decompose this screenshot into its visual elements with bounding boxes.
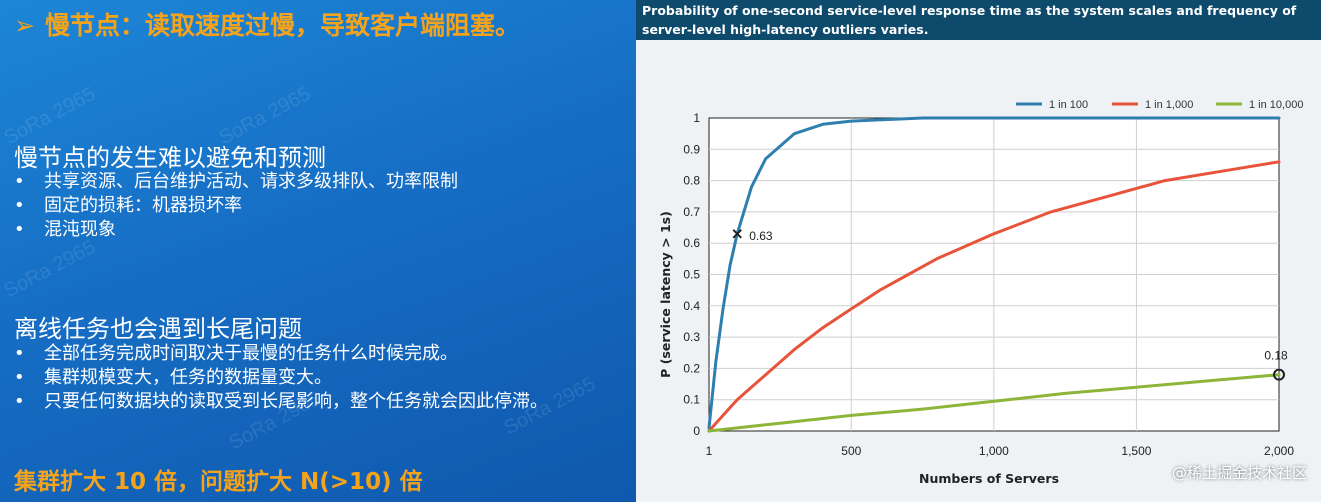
list-item: • 集群规模变大，任务的数据量变大。	[14, 366, 548, 390]
list-item: • 混沌现象	[14, 218, 458, 242]
bullet-icon: •	[14, 171, 25, 192]
bullet-list-straggler: • 共享资源、后台维护活动、请求多级排队、功率限制 • 固定的损耗：机器损坏率 • 混…	[14, 170, 458, 242]
y-axis-label: P (service latency > 1s)	[658, 211, 673, 378]
bullet-icon: •	[14, 343, 25, 364]
line-chart: 0 0.1 0.2 0.3 0.4 0.5 0.6 0.7 0.8 0.9 1 1 500 1,000 1,…	[658, 99, 1303, 486]
x-tick-label: 1,500	[1121, 444, 1151, 458]
x-tick-label: 2,000	[1264, 444, 1294, 458]
series-line	[707, 373, 1281, 433]
list-item-text: 全部任务完成时间取决于最慢的任务什么时候完成。	[44, 343, 458, 364]
legend-label: 1 in 1,000	[1145, 99, 1193, 111]
annotation-label: 0.18	[1264, 349, 1288, 363]
list-item-text: 固定的损耗：机器损坏率	[44, 195, 242, 216]
x-tick-label: 1	[706, 444, 713, 458]
arrow-bullet-icon: ➢	[14, 11, 35, 40]
chart-panel: Probability of one-second service-level …	[636, 0, 1321, 502]
y-tick-label: 0.5	[683, 268, 700, 282]
y-tick-label: 0.3	[683, 330, 700, 344]
legend-label: 1 in 100	[1049, 99, 1088, 111]
list-item-text: 混沌现象	[44, 219, 116, 240]
annotation-marker	[1273, 368, 1285, 381]
list-item: • 只要任何数据块的读取受到长尾影响，整个任务就会因此停滞。	[14, 390, 548, 414]
heading-text: 慢节点：读取速度过慢，导致客户端阻塞。	[44, 11, 520, 40]
section-title-offline: 离线任务也会遇到长尾问题	[14, 315, 302, 343]
series-line	[707, 160, 1281, 433]
y-tick-label: 0.8	[683, 174, 700, 188]
legend-label: 1 in 10,000	[1249, 99, 1303, 111]
x-tick-label: 1,000	[979, 444, 1009, 458]
bullet-list-offline: • 全部任务完成时间取决于最慢的任务什么时候完成。 • 集群规模变大，任务的数据量变…	[14, 342, 548, 414]
bullet-icon: •	[14, 219, 25, 240]
annotation-label: 0.63	[749, 229, 773, 243]
bullet-icon: •	[14, 391, 25, 412]
site-credit: @稀土掘金技术社区	[1171, 464, 1307, 482]
bullet-icon: •	[14, 195, 25, 216]
list-item: • 共享资源、后台维护活动、请求多级排队、功率限制	[14, 170, 458, 194]
y-tick-label: 0.6	[683, 236, 700, 250]
y-tick-label: 0.1	[683, 393, 700, 407]
y-tick-label: 0	[693, 424, 700, 438]
section-title-straggler: 慢节点的发生难以避免和预测	[14, 144, 326, 172]
slide-footer: 集群扩大 10 倍，问题扩大 N(>10) 倍	[14, 469, 423, 495]
series-line	[707, 116, 1281, 430]
watermark: SoRa 2965	[0, 235, 100, 303]
list-item-text: 只要任何数据块的读取受到长尾影响，整个任务就会因此停滞。	[44, 391, 548, 412]
list-item-text: 共享资源、后台维护活动、请求多级排队、功率限制	[44, 171, 458, 192]
list-item: • 全部任务完成时间取决于最慢的任务什么时候完成。	[14, 342, 548, 366]
x-tick-label: 500	[841, 444, 861, 458]
y-tick-label: 0.4	[683, 299, 700, 313]
list-item-text: 集群规模变大，任务的数据量变大。	[44, 367, 332, 388]
chart-title-band: Probability of one-second service-level …	[636, 0, 1321, 40]
list-item: • 固定的损耗：机器损坏率	[14, 194, 458, 218]
slide-heading: ➢ 慢节点：读取速度过慢，导致客户端阻塞。	[14, 6, 520, 42]
y-tick-label: 0.2	[683, 361, 700, 375]
y-tick-label: 1	[693, 111, 700, 125]
y-tick-label: 0.9	[683, 142, 700, 156]
y-tick-label: 0.7	[683, 205, 700, 219]
annotation-marker	[732, 229, 742, 239]
bullet-icon: •	[14, 367, 25, 388]
chart-title: Probability of one-second service-level …	[642, 3, 1297, 37]
slide-text-panel: SoRa 2965 SoRa 2965 SoRa 2965 SoRa 2965 …	[0, 0, 636, 502]
x-axis-label: Numbers of Servers	[919, 471, 1059, 486]
